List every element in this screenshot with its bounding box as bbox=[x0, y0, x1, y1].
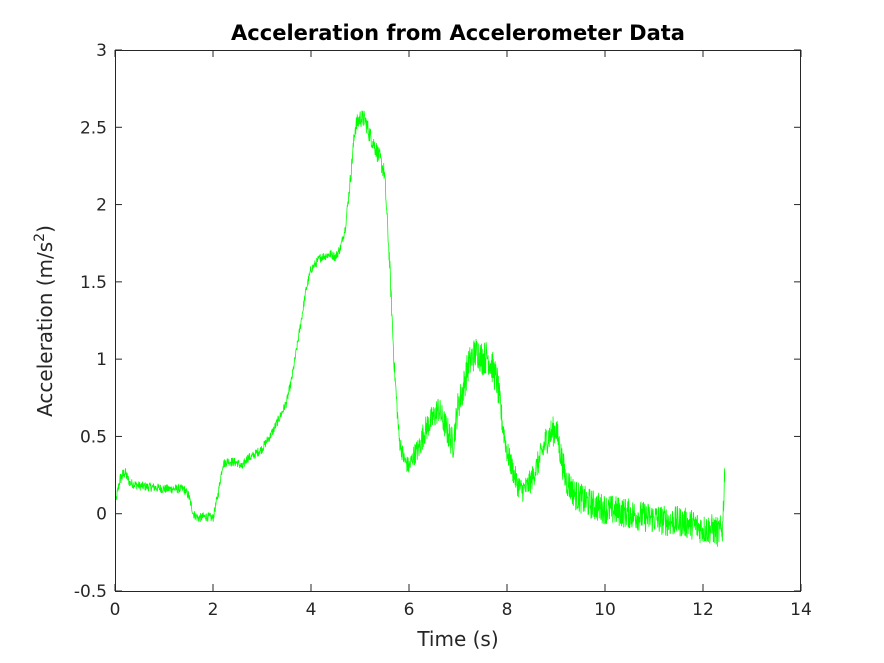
x-tick-label: 10 bbox=[594, 600, 616, 620]
y-axis-label-sup: 2 bbox=[32, 233, 48, 242]
y-tick-label: 3 bbox=[96, 41, 107, 61]
y-tick-label: 2.5 bbox=[80, 118, 107, 138]
y-tick-label: 0 bbox=[96, 505, 107, 525]
x-tick-label: 6 bbox=[404, 600, 415, 620]
x-tick-label: 12 bbox=[692, 600, 714, 620]
y-axis-label-main: Acceleration (m/s bbox=[33, 242, 57, 417]
y-tick-label: 1 bbox=[96, 350, 107, 370]
x-tick-label: 4 bbox=[306, 600, 317, 620]
x-tick-label: 8 bbox=[502, 600, 513, 620]
chart-title: Acceleration from Accelerometer Data bbox=[231, 21, 685, 45]
acceleration-series-line bbox=[115, 110, 726, 547]
y-tick-label: 2 bbox=[96, 196, 107, 216]
y-tick-label: 1.5 bbox=[80, 273, 107, 293]
plot-frame bbox=[115, 50, 801, 592]
y-axis-label-end: ) bbox=[33, 225, 57, 233]
y-tick-label: -0.5 bbox=[74, 582, 107, 602]
x-tick-label: 2 bbox=[208, 600, 219, 620]
x-tick-label: 0 bbox=[110, 600, 121, 620]
y-axis-label: Acceleration (m/s2) bbox=[32, 225, 57, 417]
x-tick-label: 14 bbox=[790, 600, 812, 620]
x-axis-label: Time (s) bbox=[416, 627, 498, 651]
y-tick-label: 0.5 bbox=[80, 427, 107, 447]
